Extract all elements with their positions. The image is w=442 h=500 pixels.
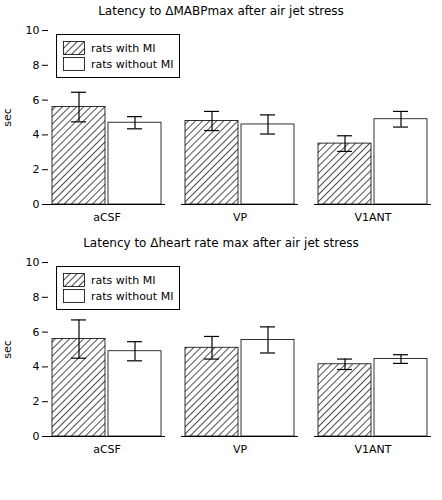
svg-text:10: 10	[26, 256, 40, 269]
html-text:Latency to ΔMABPmax after air: Latency to ΔMABPmax after air jet stress	[98, 4, 344, 18]
svg-text:sec: sec	[1, 340, 14, 359]
svg-text:V1ANT: V1ANT	[355, 443, 392, 456]
svg-text:2: 2	[33, 163, 40, 176]
svg-text:10: 10	[26, 24, 40, 37]
svg-text:0: 0	[33, 430, 40, 443]
svg-text:8: 8	[33, 59, 40, 72]
svg-text:8: 8	[33, 291, 40, 304]
html-text:rats without MI: rats without MI	[91, 57, 174, 71]
html-text:rats with MI: rats with MI	[91, 273, 156, 287]
svg-text:4: 4	[33, 128, 40, 141]
svg-text:V1ANT: V1ANT	[355, 211, 392, 224]
svg-text:VP: VP	[233, 443, 248, 456]
svg-text:4: 4	[33, 360, 40, 373]
html-text:rats without MI: rats without MI	[91, 289, 174, 303]
svg-text:2: 2	[33, 395, 40, 408]
svg-text:sec: sec	[1, 108, 14, 127]
svg-text:aCSF: aCSF	[93, 211, 121, 224]
html-text:rats with MI: rats with MI	[91, 41, 156, 55]
svg-text:0: 0	[33, 198, 40, 211]
svg-text:VP: VP	[233, 211, 248, 224]
svg-text:6: 6	[33, 326, 40, 339]
html-text:Latency to Δheart rate max aft: Latency to Δheart rate max after air jet…	[83, 236, 359, 250]
svg-text:aCSF: aCSF	[93, 443, 121, 456]
svg-text:6: 6	[33, 94, 40, 107]
